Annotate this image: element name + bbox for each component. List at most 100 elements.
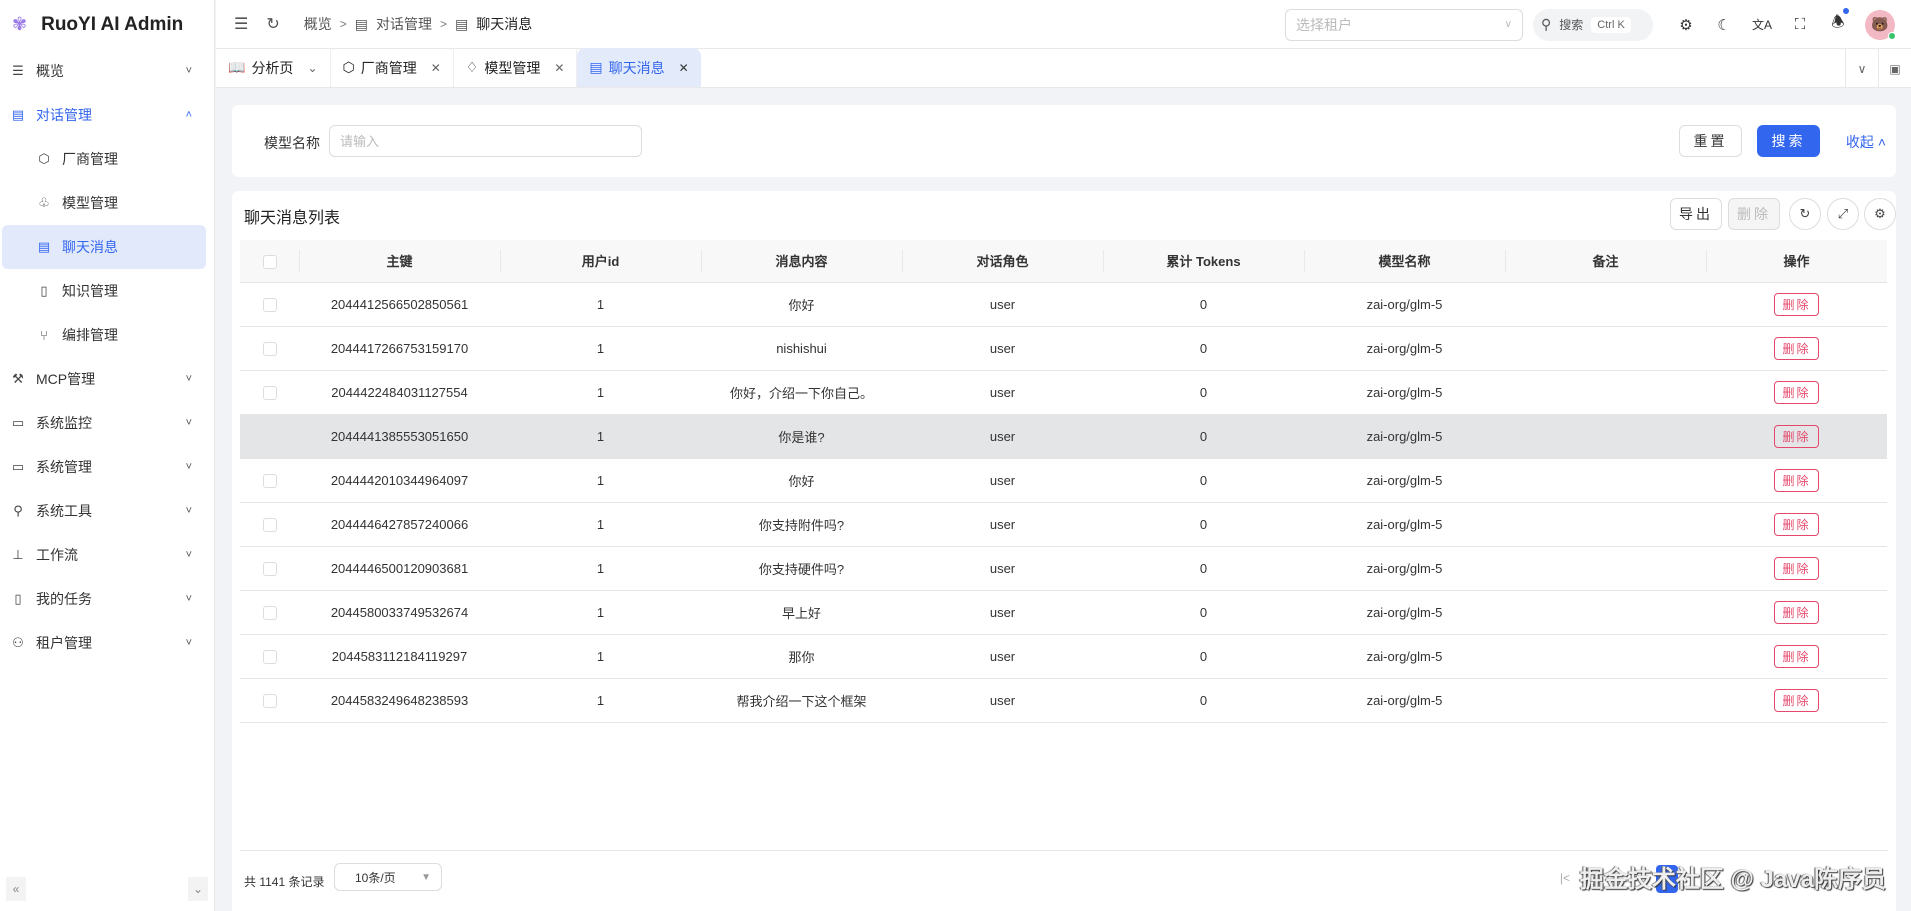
row-checkbox[interactable] — [240, 458, 299, 503]
table-cell: user — [902, 678, 1103, 723]
page-size-value: 10条/页 — [355, 870, 396, 885]
sidebar-item[interactable]: ⬡ 厂商管理 — [0, 137, 214, 181]
delete-row-button[interactable]: 删除 — [1774, 512, 1819, 536]
tab-analytics[interactable]: 📖 分析页 ⌄ — [216, 48, 331, 87]
table-row[interactable]: 2044580033749532674 1 早上好 user 0 zai-org/glm-… — [240, 590, 1887, 635]
table-row[interactable]: 2044441385553051650 1 你是谁? user 0 zai-org/glm… — [240, 414, 1887, 459]
avatar[interactable]: 🐻 — [1865, 9, 1896, 40]
collapse-toggle[interactable]: 收起 ˄ — [1846, 132, 1886, 152]
sidebar-item[interactable]: ⚒ MCP管理 ˅ — [0, 357, 214, 401]
table-row[interactable]: 2044422484031127554 1 你好，介绍一下你自己。 user 0 zai-… — [240, 370, 1887, 415]
pin-icon[interactable]: ⌄ — [307, 60, 318, 75]
refresh-table-icon[interactable]: ↻ — [1789, 198, 1821, 230]
settings-icon[interactable]: ⚙ — [1679, 16, 1693, 34]
model-name-input[interactable] — [329, 125, 642, 157]
table-row[interactable]: 2044417266753159170 1 nishishui user 0 zai-or… — [240, 326, 1887, 371]
delete-row-button[interactable]: 删除 — [1774, 336, 1819, 360]
breadcrumb-item[interactable]: 对话管理 — [376, 16, 432, 32]
close-icon[interactable]: ✕ — [554, 60, 565, 75]
sidebar-item[interactable]: ⊥ 工作流 ˅ — [0, 533, 214, 577]
translate-icon[interactable]: 文A — [1751, 18, 1772, 32]
sidebar-item[interactable]: ▭ 系统监控 ˅ — [0, 401, 214, 445]
sidebar-item[interactable]: ⚇ 租户管理 ˅ — [0, 621, 214, 665]
table-cell: user — [902, 370, 1103, 415]
sidebar-item[interactable]: ☰ 概览 ˅ — [0, 49, 214, 93]
row-checkbox[interactable] — [240, 678, 299, 723]
reset-button[interactable]: 重置 — [1679, 125, 1742, 157]
close-icon[interactable]: ✕ — [430, 60, 441, 75]
table-cell: zai-org/glm-5 — [1304, 458, 1505, 503]
sidebar-item[interactable]: ▤ 聊天消息 — [2, 225, 206, 269]
table-row[interactable]: 2044583249648238593 1 帮我介绍一下这个框架 user 0 zai-o… — [240, 678, 1887, 723]
table-cell — [1505, 546, 1706, 591]
collapse-label: 收起 — [1845, 134, 1874, 150]
row-checkbox[interactable] — [240, 370, 299, 415]
row-checkbox[interactable] — [240, 634, 299, 679]
delete-row-button[interactable]: 删除 — [1774, 688, 1819, 712]
column-header: 主键 — [299, 240, 500, 283]
row-checkbox[interactable] — [240, 414, 299, 459]
menu-toggle-icon[interactable]: ☰ — [234, 16, 249, 33]
table-row[interactable]: 2044446500120903681 1 你支持硬件吗? user 0 zai-org/… — [240, 546, 1887, 591]
pin-sidebar-icon[interactable]: ⌄ — [188, 877, 208, 901]
delete-row-button[interactable]: 删除 — [1774, 600, 1819, 624]
sidebar-item[interactable]: ▤ 对话管理 ˄ — [0, 93, 214, 137]
row-checkbox[interactable] — [240, 502, 299, 547]
delete-row-button[interactable]: 删除 — [1774, 292, 1819, 316]
desktop-icon: ▭ — [11, 459, 25, 474]
tabs-dropdown-icon[interactable]: ∨ — [1845, 49, 1878, 88]
table-cell — [1505, 326, 1706, 371]
tab-label: 厂商管理 — [360, 59, 417, 76]
table-cell: user — [902, 590, 1103, 635]
bell-icon[interactable]: 🕭 — [1827, 8, 1849, 37]
sidebar-item[interactable]: ⑂ 编排管理 — [0, 313, 214, 357]
table-row[interactable]: 2044412566502850561 1 你好 user 0 zai-org/glm-5… — [240, 282, 1887, 327]
column-settings-icon[interactable]: ⚙ — [1864, 198, 1896, 230]
fullscreen-icon[interactable]: ⛶ — [1794, 16, 1806, 33]
close-icon[interactable]: ✕ — [678, 60, 689, 75]
table-cell: 0 — [1103, 414, 1304, 459]
page-current[interactable] — [1656, 865, 1678, 893]
cubes-icon: ♢ — [465, 59, 479, 75]
delete-row-button[interactable]: 删除 — [1774, 468, 1819, 492]
table-cell: 0 — [1103, 546, 1304, 591]
search-button[interactable]: 搜索 — [1757, 125, 1820, 157]
export-button[interactable]: 导出 — [1670, 198, 1722, 230]
table-row[interactable]: 2044583112184119297 1 那你 user 0 zai-org/glm-5… — [240, 634, 1887, 679]
breadcrumb-item[interactable]: 概览 — [303, 16, 332, 32]
tab-chat-messages[interactable]: ▤ 聊天消息 ✕ — [577, 48, 701, 87]
chat-icon: ▤ — [11, 107, 25, 122]
row-checkbox[interactable] — [240, 590, 299, 635]
fullscreen-table-icon[interactable]: ⤢ — [1827, 198, 1859, 230]
pagination: 共 1141 条记录 10条/页 ▼ |< 掘金技术社区 @ Java陈序员 — [240, 850, 1888, 910]
delete-row-button[interactable]: 删除 — [1774, 424, 1819, 448]
maximize-content-icon[interactable]: ▣ — [1878, 49, 1911, 88]
collapse-sidebar-icon[interactable]: « — [6, 877, 26, 901]
sidebar-item[interactable]: ⚲ 系统工具 ˅ — [0, 489, 214, 533]
sidebar-item[interactable]: ▯ 我的任务 ˅ — [0, 577, 214, 621]
table-row[interactable]: 2044442010344964097 1 你好 user 0 zai-org/glm-5… — [240, 458, 1887, 503]
sidebar-item[interactable]: ▯ 知识管理 — [0, 269, 214, 313]
app-logo[interactable]: ✾ RuoYI AI Admin — [0, 0, 214, 49]
page-size-select[interactable]: 10条/页 ▼ — [334, 863, 442, 891]
row-checkbox[interactable] — [240, 546, 299, 591]
dark-mode-icon[interactable]: ☾ — [1717, 16, 1731, 34]
table-cell: 1 — [500, 458, 701, 503]
table-cell: zai-org/glm-5 — [1304, 634, 1505, 679]
tab-vendor[interactable]: ⬡ 厂商管理 ✕ — [331, 48, 454, 87]
bulk-delete-button[interactable]: 删除 — [1728, 198, 1780, 230]
tab-model[interactable]: ♢ 模型管理 ✕ — [454, 48, 578, 87]
delete-row-button[interactable]: 删除 — [1774, 644, 1819, 668]
row-checkbox[interactable] — [240, 282, 299, 327]
tenant-select[interactable]: 选择租户 ∨ — [1285, 8, 1523, 41]
table-row[interactable]: 2044446427857240066 1 你支持附件吗? user 0 zai-org/… — [240, 502, 1887, 547]
first-page-icon[interactable]: |< — [1559, 871, 1570, 885]
refresh-icon[interactable]: ↻ — [266, 16, 280, 33]
sidebar-item[interactable]: ♧ 模型管理 — [0, 181, 214, 225]
select-all-checkbox[interactable] — [240, 240, 299, 283]
sidebar-item[interactable]: ▭ 系统管理 ˅ — [0, 445, 214, 489]
delete-row-button[interactable]: 删除 — [1774, 556, 1819, 580]
row-checkbox[interactable] — [240, 326, 299, 371]
global-search-button[interactable]: ⚲ 搜索 Ctrl K — [1533, 8, 1653, 41]
delete-row-button[interactable]: 删除 — [1774, 380, 1819, 404]
